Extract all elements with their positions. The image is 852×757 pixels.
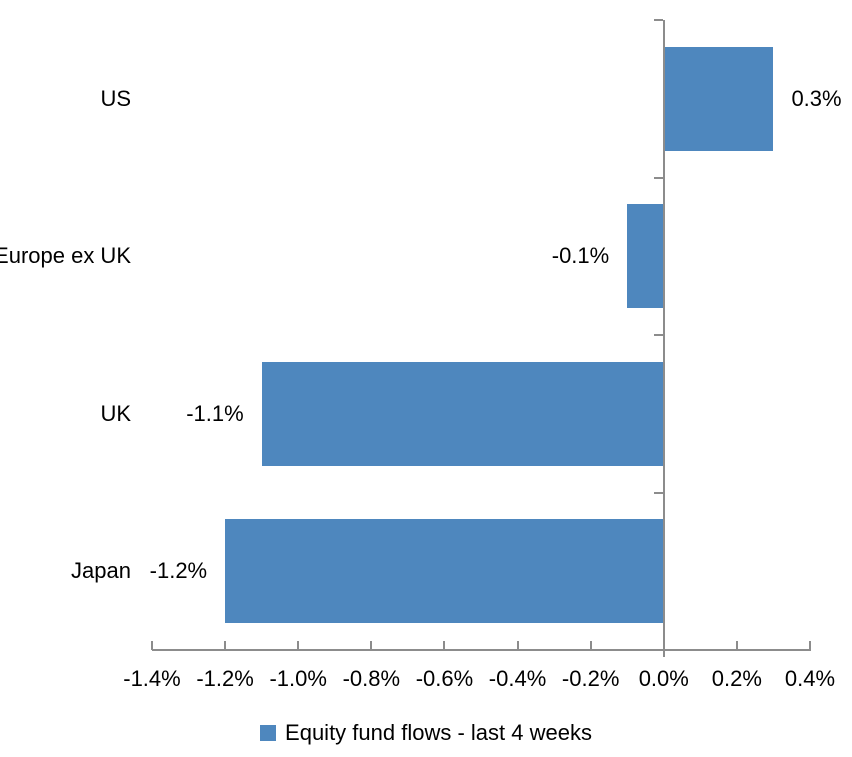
bar-europe-ex-uk (627, 204, 664, 309)
x-tick (370, 641, 373, 650)
x-tick (809, 641, 811, 650)
x-tick-label: -0.6% (415, 666, 474, 691)
y-axis-tick (653, 491, 663, 494)
x-tick-label: -1.2% (196, 666, 254, 691)
y-axis-line (662, 20, 665, 657)
x-tick-label: -0.4% (488, 666, 547, 691)
category-label-uk: UK (100, 400, 131, 426)
x-tick-label: -1.0% (269, 666, 327, 691)
category-label-japan: Japan (71, 558, 131, 584)
x-tick-label: -1.4% (123, 666, 181, 691)
category-label-europe-ex-uk: Europe ex UK (0, 243, 131, 269)
x-tick (151, 641, 153, 650)
bar-japan (225, 519, 664, 624)
legend: Equity fund flows - last 4 weeks (0, 718, 852, 748)
x-tick (443, 641, 446, 650)
x-tick (735, 641, 738, 650)
value-label-uk: -1.1% (186, 400, 244, 426)
x-tick-label: -0.8% (342, 666, 401, 691)
x-axis-line (152, 649, 811, 651)
bar-us (663, 46, 774, 151)
value-label-us: 0.3% (791, 85, 842, 111)
x-tick-label: 0.0% (638, 666, 689, 691)
x-tick (516, 641, 519, 650)
legend-label: Equity fund flows - last 4 weeks (285, 720, 592, 745)
y-axis-tick (653, 176, 663, 179)
x-tick-label: 0.4% (784, 666, 836, 691)
x-tick-label: 0.2% (711, 666, 762, 691)
category-label-us: US (100, 85, 131, 111)
x-tick (589, 641, 592, 650)
x-tick (297, 641, 300, 650)
value-label-europe-ex-uk: -0.1% (551, 243, 610, 269)
x-tick (224, 641, 227, 650)
bar-uk (261, 361, 664, 466)
y-axis-tick (653, 19, 663, 21)
legend-swatch-icon (260, 725, 277, 741)
x-tick-label: -0.2% (561, 666, 620, 691)
y-axis-tick (653, 334, 663, 336)
value-label-japan: -1.2% (149, 558, 208, 584)
